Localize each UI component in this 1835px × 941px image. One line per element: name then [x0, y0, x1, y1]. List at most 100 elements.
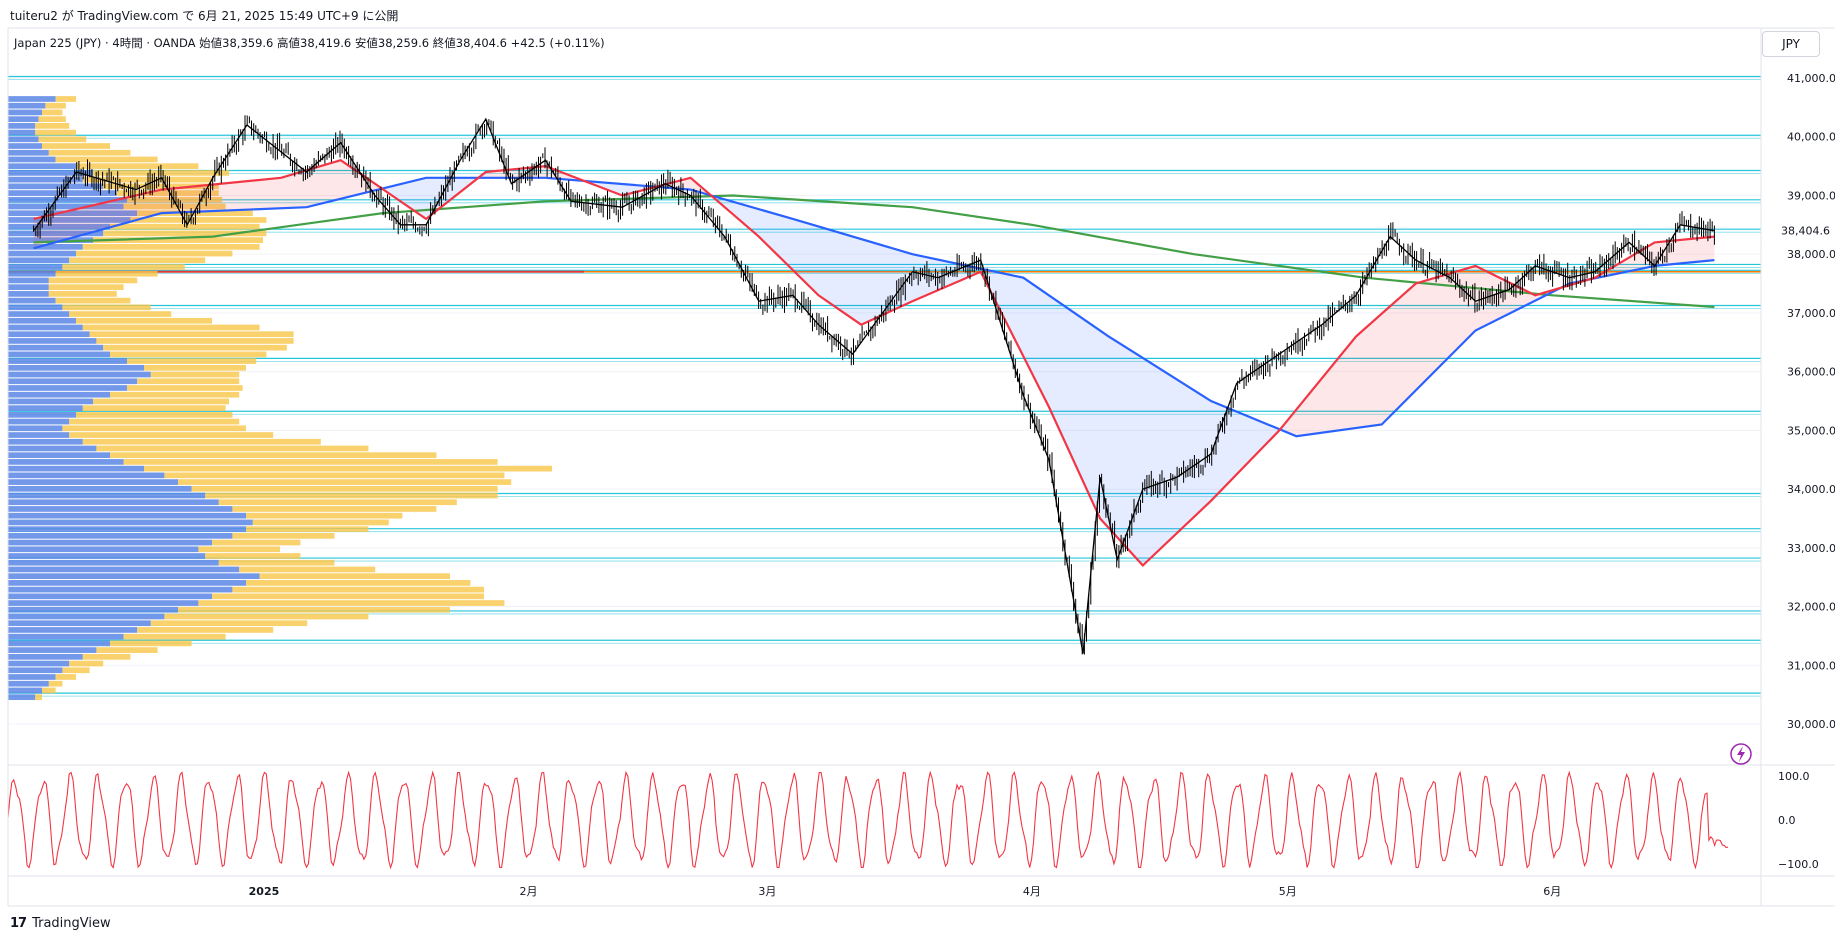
volume-profile-buy-bar — [8, 418, 70, 425]
volume-profile-buy-bar — [8, 277, 49, 284]
time-tick-label: 5月 — [1279, 885, 1297, 898]
volume-profile-buy-bar — [8, 378, 138, 385]
currency-button[interactable]: JPY — [1762, 31, 1820, 57]
volume-profile-sell-bar — [62, 304, 151, 311]
volume-profile-buy-bar — [8, 102, 46, 109]
volume-profile-buy-bar — [8, 391, 110, 398]
volume-profile — [8, 96, 552, 701]
volume-profile-buy-bar — [8, 230, 104, 237]
volume-profile-sell-bar — [48, 284, 124, 291]
close-path-line — [33, 117, 1715, 654]
price-tick-label: 40,000.0 — [1787, 131, 1835, 144]
volume-profile-sell-bar — [82, 243, 260, 250]
ma-cloud-segment — [591, 181, 661, 196]
volume-profile-sell-bar — [127, 196, 223, 203]
volume-profile-buy-bar — [8, 674, 56, 680]
volume-profile-sell-bar — [69, 418, 240, 425]
volume-profile-buy-bar — [8, 217, 131, 223]
volume-profile-sell-bar — [246, 512, 403, 519]
volume-profile-sell-bar — [252, 519, 389, 526]
volume-profile-sell-bar — [239, 566, 376, 573]
volume-profile-buy-bar — [8, 358, 127, 364]
volume-profile-buy-bar — [8, 573, 260, 580]
volume-profile-sell-bar — [62, 264, 185, 270]
volume-profile-sell-bar — [212, 539, 301, 546]
volume-profile-buy-bar — [8, 385, 127, 391]
volume-profile-buy-bar — [8, 553, 206, 559]
volume-profile-sell-bar — [76, 250, 233, 257]
volume-profile-sell-bar — [218, 499, 457, 506]
volume-profile-sell-bar — [69, 257, 206, 264]
volume-profile-sell-bar — [144, 465, 552, 472]
volume-profile-sell-bar — [110, 640, 192, 647]
ma-cloud-segment — [33, 160, 386, 249]
volume-profile-buy-bar — [8, 445, 97, 452]
published-info: tuiteru2 が TradingView.com で 6月 21, 2025… — [10, 9, 399, 23]
volume-profile-buy-bar — [8, 123, 36, 129]
volume-profile-sell-bar — [82, 176, 212, 183]
volume-profile-sell-bar — [76, 163, 199, 170]
volume-profile-sell-bar — [198, 546, 280, 553]
volume-profile-sell-bar — [82, 405, 226, 412]
volume-profile-sell-bar — [55, 674, 76, 680]
volume-profile-sell-bar — [127, 385, 243, 391]
volume-profile-buy-bar — [8, 183, 104, 190]
volume-profile-buy-bar — [8, 129, 36, 136]
volume-profile-buy-bar — [8, 412, 76, 418]
volume-profile-sell-bar — [144, 364, 246, 371]
volume-profile-buy-bar — [8, 532, 233, 539]
volume-profile-sell-bar — [55, 96, 76, 102]
volume-profile-sell-bar — [96, 647, 158, 653]
volume-profile-sell-bar — [123, 633, 226, 640]
price-tick-label: 38,000.0 — [1787, 248, 1835, 261]
volume-profile-buy-bar — [8, 499, 219, 506]
volume-profile-sell-bar — [93, 398, 229, 405]
volume-profile-buy-bar — [8, 425, 63, 432]
ma-cloud-segment — [713, 196, 1287, 564]
volume-profile-buy-bar — [8, 627, 138, 633]
price-tick-label: 30,000.0 — [1787, 718, 1835, 731]
price-tick-label: 32,000.0 — [1787, 601, 1835, 614]
volume-profile-buy-bar — [8, 163, 76, 170]
volume-profile-sell-bar — [205, 553, 301, 559]
price-axis[interactable]: 41,000.0 40,000.0 39,000.0 38,000.0 37,000.0… — [1781, 72, 1835, 731]
time-axis[interactable]: 2025 2月 3月 4月 5月 6月 — [249, 885, 1562, 898]
volume-profile-buy-bar — [8, 606, 178, 613]
volume-profile-sell-bar — [35, 694, 42, 701]
volume-profile-sell-bar — [42, 109, 63, 116]
volume-profile-buy-bar — [8, 613, 165, 620]
symbol-ohlc-legend[interactable]: Japan 225 (JPY) · 4時間 · OANDA 始値38,359.6… — [14, 36, 605, 50]
volume-profile-buy-bar — [8, 586, 233, 593]
volume-profile-sell-bar — [35, 129, 76, 136]
alert-icon[interactable] — [1730, 743, 1752, 765]
volume-profile-sell-bar — [62, 425, 247, 432]
volume-profile-sell-bar — [246, 526, 369, 532]
volume-profile-buy-bar — [8, 620, 151, 627]
volume-profile-buy-bar — [8, 170, 93, 176]
volume-profile-buy-bar — [8, 351, 110, 358]
volume-profile-buy-bar — [8, 539, 212, 546]
volume-profile-buy-bar — [8, 136, 39, 143]
volume-profile-buy-bar — [8, 250, 76, 257]
oscillator-axis[interactable]: 100.0 0.0 −100.0 — [1778, 770, 1819, 871]
volume-profile-buy-bar — [8, 459, 124, 465]
volume-profile-sell-bar — [137, 627, 274, 633]
volume-profile-buy-bar — [8, 223, 110, 230]
price-tick-label: 31,000.0 — [1787, 659, 1835, 672]
volume-profile-sell-bar — [62, 667, 90, 674]
volume-profile-buy-bar — [8, 109, 42, 116]
volume-profile-sell-bar — [212, 593, 484, 600]
volume-profile-buy-bar — [8, 566, 240, 573]
volume-profile-sell-bar — [191, 485, 498, 492]
volume-profile-sell-bar — [103, 183, 219, 190]
volume-profile-buy-bar — [8, 284, 49, 291]
volume-profile-sell-bar — [246, 580, 471, 586]
volume-profile-buy-bar — [8, 270, 56, 277]
volume-profile-sell-bar — [150, 620, 308, 627]
volume-profile-sell-bar — [123, 459, 498, 465]
volume-profile-buy-bar — [8, 472, 165, 479]
volume-profile-buy-bar — [8, 405, 83, 412]
price-candles — [33, 115, 1715, 655]
